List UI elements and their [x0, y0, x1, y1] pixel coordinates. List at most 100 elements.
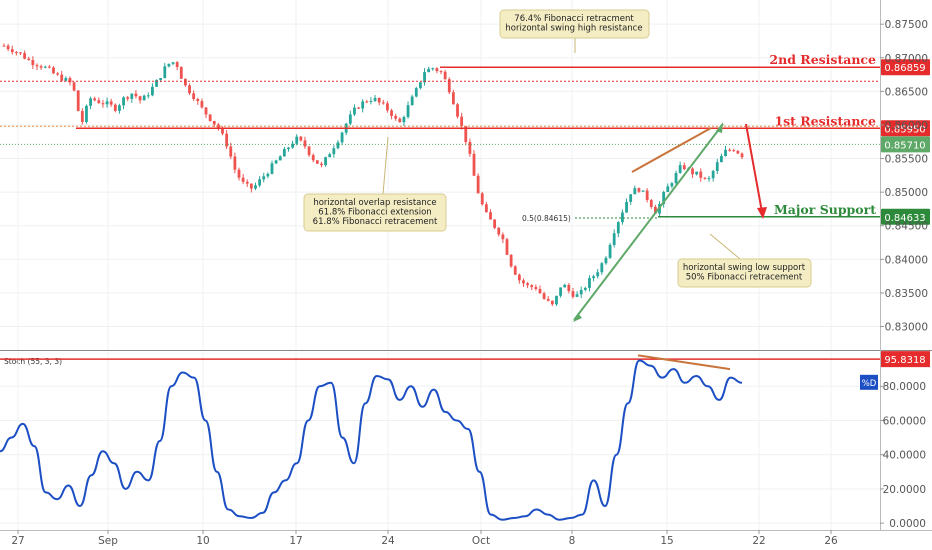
- candle-body: [188, 85, 191, 94]
- candle-body: [134, 93, 138, 97]
- candle-body: [583, 287, 587, 290]
- first-resistance-badge-bg: [881, 120, 930, 137]
- candle-body: [315, 160, 319, 164]
- candle-body: [27, 58, 31, 60]
- green-arrowhead-bottom: [573, 313, 582, 322]
- candle-body: [666, 186, 670, 193]
- current-price-badge: 0.85710: [884, 140, 925, 151]
- candle-body: [377, 97, 381, 103]
- candle-body: [464, 126, 468, 143]
- candle-body: [394, 115, 398, 119]
- candle-body: [563, 284, 567, 288]
- candle-body: [163, 66, 167, 79]
- candle-body: [43, 66, 47, 68]
- time-tick-label: 10: [196, 535, 209, 547]
- candle-body: [68, 78, 72, 83]
- candle-body: [546, 298, 550, 301]
- time-tick-label: 26: [824, 535, 838, 547]
- candle-body: [10, 49, 14, 53]
- candle-body: [649, 199, 653, 207]
- candle-body: [423, 72, 426, 83]
- candle-body: [369, 100, 373, 102]
- horizontal-levels: 0.5(0.84615) 2nd Resistance 1st Resistance…: [0, 52, 930, 225]
- candle-body: [142, 95, 146, 101]
- stoch-divergence-line: [637, 354, 731, 371]
- candle-body: [146, 95, 150, 97]
- candle-body: [274, 160, 278, 164]
- candle-body: [588, 278, 591, 288]
- candle-body: [336, 142, 340, 149]
- candle-body: [691, 168, 694, 175]
- price-tick-label: 0.85500: [885, 154, 928, 166]
- candle-body: [410, 96, 414, 106]
- stoch-level-badge-bg: [881, 351, 930, 368]
- fib-50-label: 0.5(0.84615): [522, 214, 571, 223]
- candle-body: [212, 120, 216, 125]
- candle-body: [616, 222, 620, 234]
- green-trend-arrow: [573, 123, 724, 321]
- candle-body: [155, 79, 158, 87]
- candle-body: [600, 263, 604, 273]
- candle-body: [258, 179, 262, 186]
- orange-trend-line: [631, 127, 712, 173]
- green-arrowhead-top: [716, 122, 723, 133]
- time-tick-label: 17: [289, 535, 302, 547]
- candle-body: [130, 93, 134, 99]
- major-support-label: Major Support: [774, 202, 876, 217]
- candle-body: [489, 212, 492, 220]
- annotation-pointer: [709, 233, 741, 260]
- price-tick-label: 0.84000: [885, 254, 928, 266]
- candle-body: [373, 97, 377, 101]
- candle-body: [254, 185, 257, 189]
- candle-body: [493, 219, 497, 228]
- annotation-box: [677, 258, 812, 288]
- candle-body: [2, 45, 6, 47]
- candle-body: [192, 93, 196, 100]
- candle-body: [402, 116, 406, 123]
- candle-body: [122, 97, 125, 106]
- candle-body: [6, 45, 10, 50]
- current-price-badge-bg: [881, 136, 930, 153]
- candle-body: [332, 148, 336, 155]
- candle-body: [678, 165, 682, 173]
- candle-body: [596, 272, 600, 277]
- candle-body: [381, 102, 385, 104]
- candle-body: [97, 100, 101, 104]
- candle-body: [555, 295, 558, 305]
- candle-body: [229, 146, 233, 157]
- annotation-text: 76.4% Fibonacci retracment: [514, 14, 634, 24]
- time-tick-label: 27: [11, 535, 24, 547]
- annotation-box: [499, 9, 650, 39]
- candle-body: [159, 78, 163, 80]
- candle-body: [732, 150, 736, 152]
- candle-body: [287, 147, 290, 150]
- stoch-tick-label: 0.0000: [889, 518, 926, 530]
- candle-body: [513, 266, 517, 275]
- candle-body: [604, 257, 608, 264]
- candle-body: [23, 53, 27, 59]
- candle-body: [262, 176, 266, 180]
- stoch-panel[interactable]: Stoch (55, 3, 3) 95.8318 %D 80.0000 60.000…: [0, 351, 930, 530]
- candle-body: [249, 183, 253, 189]
- candle-body: [56, 73, 59, 75]
- candle-body: [443, 71, 447, 80]
- candle-body: [291, 143, 295, 148]
- candle-body: [80, 111, 84, 123]
- annotation-text: 61.8% Fibonacci extension: [318, 208, 431, 218]
- candle-body: [64, 78, 68, 81]
- candle-body: [571, 291, 575, 297]
- candle-body: [414, 88, 418, 97]
- candle-body: [625, 201, 628, 213]
- candle-body: [724, 149, 727, 157]
- candle-body: [497, 227, 501, 235]
- candle-body: [295, 136, 299, 144]
- candle-body: [728, 149, 732, 151]
- annotation-pointer: [382, 136, 389, 195]
- candle-body: [633, 188, 637, 195]
- candle-body: [559, 287, 562, 296]
- candle-body: [184, 78, 187, 86]
- candle-body: [542, 293, 546, 299]
- candle-body: [138, 96, 142, 101]
- price-panel[interactable]: 0.5(0.84615) 2nd Resistance 1st Resistance…: [0, 0, 932, 530]
- candle-body: [641, 190, 645, 192]
